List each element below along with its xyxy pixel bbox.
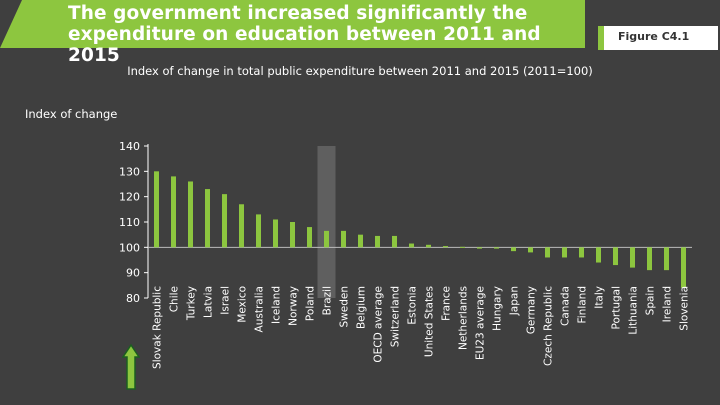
bar: [290, 222, 295, 248]
bar: [409, 243, 414, 248]
category-label: Latvia: [203, 286, 215, 318]
bar: [647, 247, 652, 271]
category-label: Japan: [509, 286, 521, 316]
figure-label: Figure C4.1: [618, 30, 690, 43]
bar: [188, 181, 193, 248]
bar: [154, 171, 159, 248]
bar: [256, 214, 261, 248]
bar: [324, 230, 329, 248]
bar: [494, 247, 499, 249]
y-tick-label: 80: [126, 292, 140, 305]
bar: [630, 247, 635, 268]
bar: [596, 247, 601, 263]
highlight-band: [317, 146, 336, 298]
bar: [528, 247, 533, 253]
category-label: Slovenia: [679, 286, 691, 331]
up-arrow-icon: [122, 343, 140, 390]
title-banner-shape: [0, 0, 585, 48]
y-tick-label: 130: [119, 165, 140, 178]
category-label: Germany: [526, 286, 538, 334]
bar: [222, 194, 227, 248]
category-label: Canada: [560, 286, 572, 326]
category-label: Estonia: [407, 286, 419, 325]
category-label: Iceland: [271, 286, 283, 324]
category-label: Finland: [577, 286, 589, 324]
category-label: Sweden: [339, 286, 351, 328]
category-label: Netherlands: [458, 286, 470, 350]
bar: [545, 247, 550, 258]
bar: [443, 246, 448, 248]
y-axis-title: Index of change: [25, 107, 118, 121]
category-label: Poland: [305, 286, 317, 321]
bar: [511, 247, 516, 252]
y-tick-label: 100: [119, 241, 140, 254]
category-label: EU23 average: [475, 286, 487, 360]
category-label: Brazil: [322, 286, 334, 315]
category-label: Norway: [288, 286, 300, 326]
bar: [205, 189, 210, 248]
category-label: OECD average: [373, 286, 385, 363]
bar: [477, 247, 482, 249]
bar: [562, 247, 567, 258]
bar: [171, 176, 176, 248]
bar: [358, 234, 363, 248]
category-label: United States: [424, 286, 436, 357]
category-label: Lithuania: [628, 286, 640, 335]
title-banner: The government increased significantly t…: [0, 0, 585, 66]
y-tick-label: 90: [126, 267, 140, 280]
bar: [664, 247, 669, 271]
page-title: The government increased significantly t…: [68, 3, 541, 66]
y-tick-label: 110: [119, 216, 140, 229]
bar: [341, 230, 346, 248]
bar: [613, 247, 618, 266]
y-tick-label: 140: [119, 140, 140, 153]
bar: [681, 247, 686, 288]
category-label: Slovak Republic: [152, 286, 164, 369]
category-label: Portugal: [611, 286, 623, 330]
bar: [460, 246, 465, 248]
category-label: Spain: [645, 286, 657, 315]
category-label: Israel: [220, 286, 232, 315]
bar: [273, 219, 278, 248]
bar: [307, 227, 312, 248]
y-tick-label: 120: [119, 191, 140, 204]
category-label: Ireland: [662, 286, 674, 322]
category-label: France: [441, 286, 453, 321]
category-label: Australia: [254, 286, 266, 332]
category-label: Mexico: [237, 286, 249, 323]
category-label: Hungary: [492, 286, 504, 331]
figure-tag: Figure C4.1: [598, 26, 718, 50]
chart-subtitle: Index of change in total public expendit…: [127, 64, 593, 78]
bar: [579, 247, 584, 258]
category-label: Chile: [169, 286, 181, 312]
category-label: Italy: [594, 286, 606, 309]
bar: [239, 204, 244, 248]
category-label: Switzerland: [390, 286, 402, 347]
category-label: Turkey: [186, 286, 198, 321]
category-label: Belgium: [356, 286, 368, 329]
bar: [375, 235, 380, 248]
bar: [426, 244, 431, 248]
bar: [392, 235, 397, 248]
category-label: Czech Republic: [543, 286, 555, 366]
